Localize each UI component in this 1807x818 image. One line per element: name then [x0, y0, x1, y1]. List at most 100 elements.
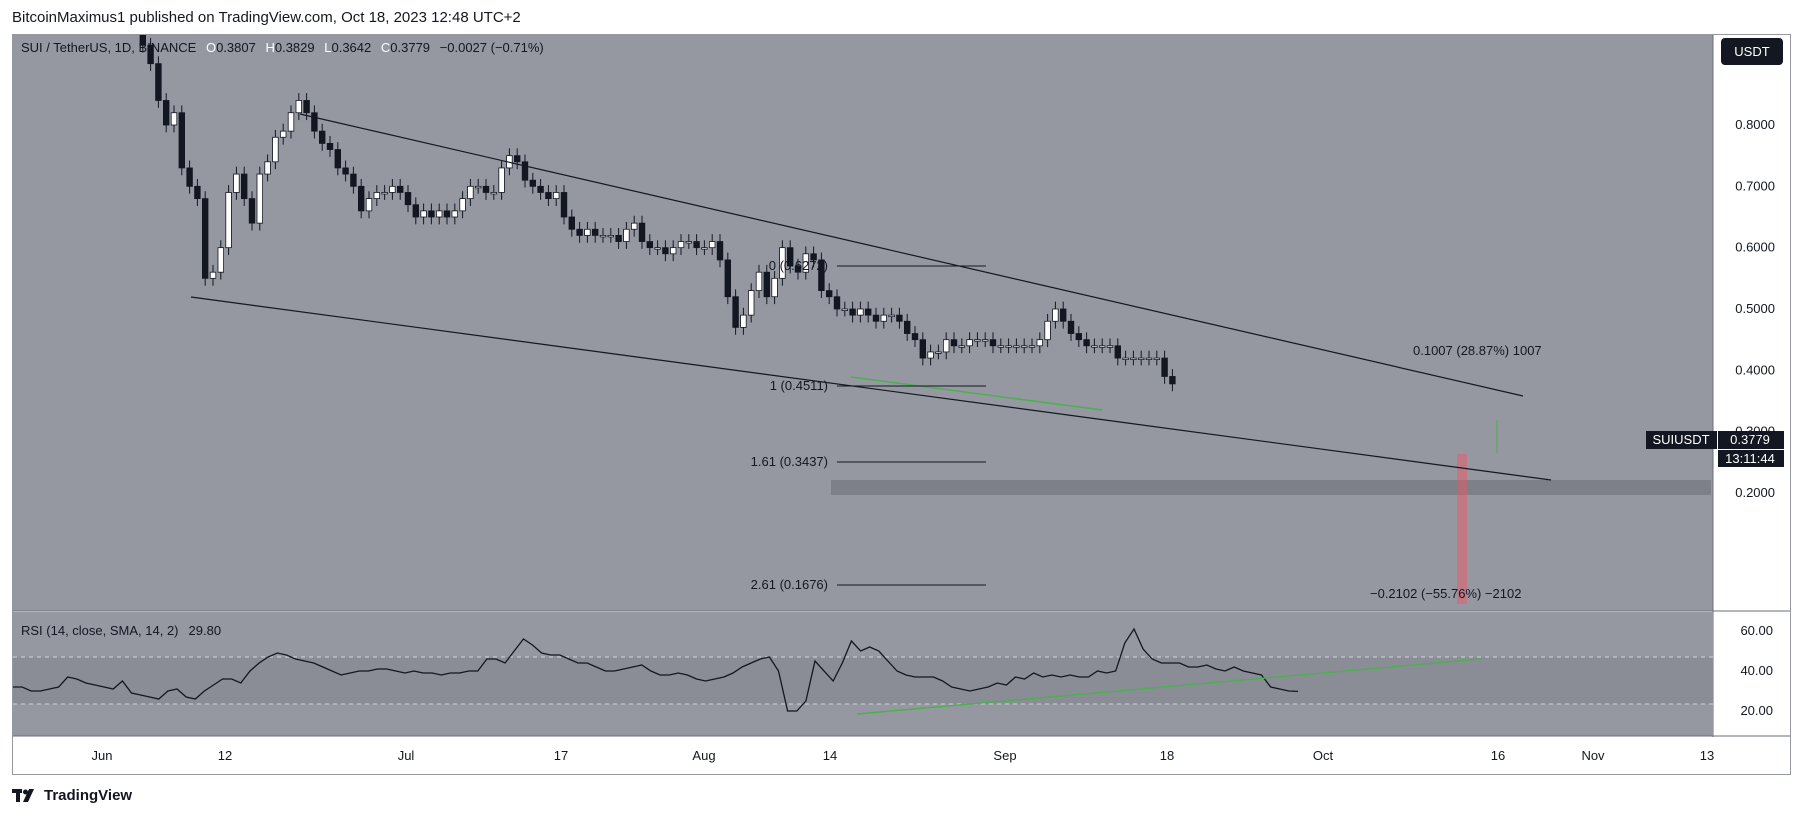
candle-body	[732, 296, 739, 328]
candle-body	[264, 161, 271, 175]
candle-body	[1044, 320, 1051, 341]
candle-body	[365, 198, 373, 212]
candle-body	[311, 112, 318, 132]
candle-body	[529, 179, 536, 187]
candle-body	[779, 247, 786, 279]
wedge-upper-line	[299, 113, 1524, 397]
candle-body	[295, 100, 302, 114]
time-tick-label: Sep	[993, 748, 1016, 763]
candle-body	[443, 210, 451, 218]
candle-body	[638, 222, 646, 242]
candle-body	[474, 185, 482, 189]
candle-body	[482, 185, 490, 193]
candle-body	[1138, 357, 1145, 360]
candle-body	[240, 173, 248, 199]
time-tick-label: Jul	[398, 748, 415, 763]
rsi-divergence-line	[856, 658, 1482, 715]
candle-body	[248, 198, 256, 224]
candle-body	[685, 241, 692, 244]
candle-body	[857, 308, 864, 316]
svg-text:13:11:44: 13:11:44	[1725, 451, 1775, 466]
candle-body	[373, 192, 380, 199]
time-axis[interactable]: Jun 12 Jul 17 Aug 14 Sep 18 Oct 16 Nov 13	[92, 748, 1715, 763]
price-tick-label: 0.8000	[1735, 117, 1775, 132]
candle-body	[225, 192, 232, 249]
candle-body	[1114, 345, 1121, 359]
candle-body	[740, 314, 747, 328]
candle-body	[716, 241, 724, 261]
time-tick-label: Nov	[1581, 748, 1605, 763]
candle-body	[1013, 345, 1020, 348]
candle-body	[802, 253, 809, 273]
candle-body	[1036, 339, 1043, 347]
time-tick-label: 14	[823, 748, 837, 763]
time-tick-label: 16	[1491, 748, 1505, 763]
candle-body	[748, 290, 755, 316]
candle-body	[794, 265, 802, 273]
rsi-axis: 60.00 40.00 20.00	[1740, 623, 1773, 718]
candle-body	[233, 173, 240, 193]
candle-body	[950, 339, 958, 347]
candle-body	[693, 241, 700, 249]
svg-text:0.3779: 0.3779	[1730, 432, 1770, 447]
time-tick-label: 17	[554, 748, 568, 763]
candle-body	[904, 320, 911, 334]
candle-body	[771, 277, 778, 298]
measure-up-label: 0.1007 (28.87%) 1007	[1413, 343, 1542, 358]
price-axis[interactable]: 0.8000 0.7000 0.6000 0.5000 0.4000 0.3000 0.20…	[1735, 117, 1775, 500]
candle-body	[833, 296, 841, 310]
candle-body	[709, 241, 716, 249]
candle-body	[818, 259, 825, 292]
svg-text:USDT: USDT	[1734, 44, 1769, 59]
rsi-line	[13, 627, 1299, 712]
candle-body	[467, 185, 474, 199]
candle-body	[381, 192, 388, 195]
candle-body	[701, 247, 708, 250]
rsi-band	[13, 657, 1713, 704]
candle-body	[1145, 357, 1153, 360]
candle-body	[170, 112, 178, 126]
chart-svg[interactable]: 0 (0.6272) 1 (0.4511) 1.61 (0.3437) 2.61…	[13, 25, 1790, 774]
chart-frame: 0 (0.6272) 1 (0.4511) 1.61 (0.3437) 2.61…	[12, 25, 1791, 775]
candle-body	[201, 198, 209, 279]
candle-body	[911, 333, 919, 341]
candle-body	[1005, 345, 1012, 348]
price-tick-label: 0.3000	[1735, 424, 1775, 439]
candle-body	[615, 234, 622, 242]
candle-body	[1106, 345, 1114, 348]
candle-body	[787, 247, 794, 267]
candle-body	[1052, 308, 1059, 322]
candle-body	[1122, 357, 1129, 360]
svg-text:SUI / TetherUS, 1D, BINANCE: SUI / TetherUS, 1D, BINANCE O0.3807 H0.3…	[21, 40, 544, 55]
support-zone	[831, 480, 1711, 495]
candle-body	[1060, 308, 1067, 322]
currency-button[interactable]: USDT	[1721, 38, 1783, 65]
time-tick-label: 18	[1160, 748, 1174, 763]
candle-body	[420, 210, 427, 218]
time-tick-label: 12	[218, 748, 232, 763]
time-axis-background	[13, 737, 1790, 774]
candle-body	[592, 228, 599, 236]
candle-body	[966, 339, 973, 347]
candle-body	[155, 63, 162, 101]
candle-body	[919, 339, 926, 359]
candle-body	[989, 339, 997, 347]
candle-body	[287, 112, 295, 132]
price-tick-label: 0.2000	[1735, 485, 1775, 500]
candle-body	[927, 351, 934, 359]
candle-body	[1075, 333, 1082, 341]
candle-body	[880, 314, 887, 322]
svg-text:SUIUSDT: SUIUSDT	[1652, 432, 1709, 447]
measure-down-label: −0.2102 (−55.76%) −2102	[1370, 586, 1521, 601]
publisher-header: BitcoinMaximus1 published on TradingView…	[12, 9, 521, 26]
candle-body	[342, 167, 349, 175]
tradingview-footer[interactable]: TradingView	[12, 787, 132, 804]
candle-body	[498, 167, 505, 193]
fib-label-1: 1 (0.4511)	[770, 378, 828, 393]
candle-body	[412, 204, 419, 218]
candle-body	[404, 192, 412, 206]
candle-body	[256, 173, 263, 224]
rsi-tick-label: 40.00	[1740, 663, 1773, 678]
candle-body	[162, 100, 170, 126]
ohlc-legend: SUI / TetherUS, 1D, BINANCE O0.3807 H0.3…	[21, 40, 544, 55]
